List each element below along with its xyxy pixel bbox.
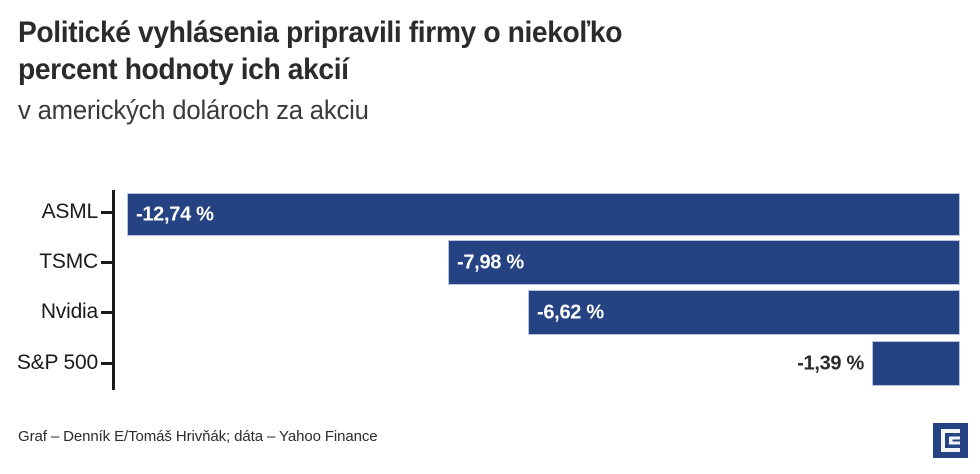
bar-nvidia[interactable]: -6,62 % bbox=[528, 290, 960, 335]
y-axis-line bbox=[112, 190, 115, 390]
bar-asml[interactable]: -12,74 % bbox=[127, 193, 960, 236]
chart-plot-area: ASML -12,74 % TSMC -7,98 % Nvidia -6,62 … bbox=[0, 185, 980, 395]
bar-value-label-tsmc: -7,98 % bbox=[457, 251, 524, 273]
axis-label-asml: ASML bbox=[41, 200, 99, 223]
axis-label-tsmc: TSMC bbox=[39, 250, 98, 273]
bar-tsmc[interactable]: -7,98 % bbox=[448, 240, 960, 285]
bar-value-label-asml: -12,74 % bbox=[136, 203, 214, 225]
bar-value-label-nvidia: -6,62 % bbox=[537, 301, 604, 323]
axis-tick-asml bbox=[101, 211, 113, 214]
page-subtitle: v amerických dolároch za akciu bbox=[18, 95, 369, 126]
bar-value-label-sp500: -1,39 % bbox=[797, 352, 864, 374]
page-title: Politické vyhlásenia pripravili firmy o … bbox=[18, 16, 623, 87]
axis-label-sp500: S&P 500 bbox=[16, 351, 98, 374]
source-credit: Graf – Denník E/Tomáš Hrivňák; dáta – Ya… bbox=[18, 428, 378, 445]
axis-tick-tsmc bbox=[101, 261, 113, 264]
bar-sp500[interactable]: -1,39 % bbox=[797, 341, 960, 386]
title-block: Politické vyhlásenia pripravili firmy o … bbox=[18, 14, 718, 128]
dennik-e-logo bbox=[933, 423, 968, 458]
axis-tick-sp500 bbox=[101, 362, 113, 365]
axis-label-nvidia: Nvidia bbox=[40, 300, 98, 323]
axis-tick-nvidia bbox=[101, 311, 113, 314]
